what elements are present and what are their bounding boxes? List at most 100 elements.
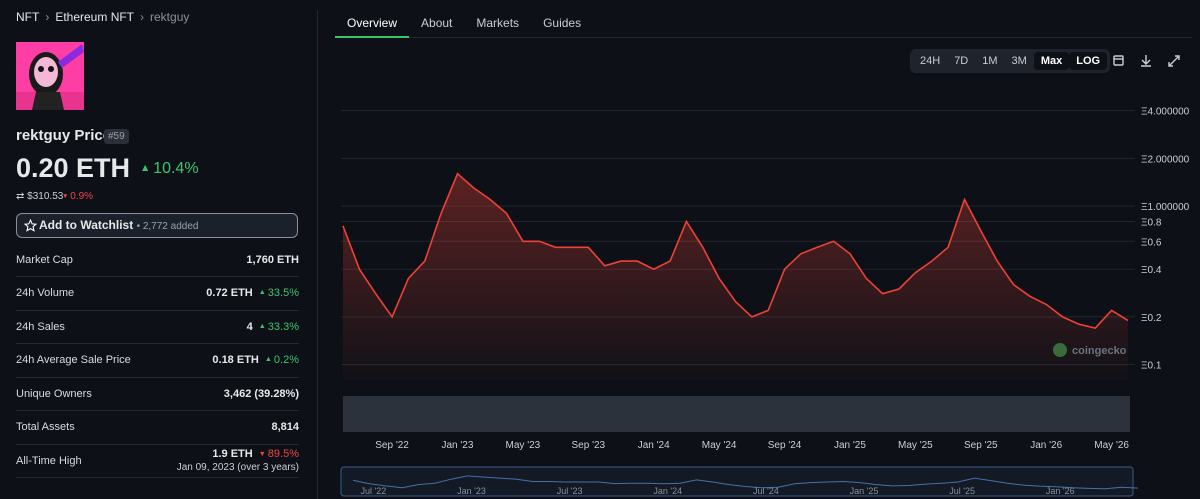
chart-tools [1113,55,1180,67]
stat-label: 24h Volume [16,287,75,299]
stat-row: 24h Sales 4 33.3% [16,310,299,344]
navigator[interactable] [340,466,1134,497]
y-tick-label: Ξ0.6 [1141,237,1162,248]
x-tick-label: Sep '24 [768,440,802,451]
stat-line: 1.9 ETH 89.5% [177,448,299,460]
stat-value-group: 4 33.3% [247,321,299,333]
x-tick-label: May '25 [898,440,933,451]
y-tick-label: Ξ1.000000 [1141,202,1190,213]
range-button[interactable]: Max [1033,52,1070,70]
tab[interactable]: About [421,16,453,30]
stat-value: 8,814 [271,421,299,433]
stat-label: All-Time High [16,454,82,467]
expand-icon[interactable] [1168,55,1180,67]
stat-label: Unique Owners [16,387,92,400]
x-tick-label: Jan '25 [834,440,866,451]
x-tick-label: May '23 [506,440,541,451]
y-tick-label: Ξ0.2 [1141,313,1162,324]
x-tick-label: Sep '25 [964,440,998,451]
y-tick-label: Ξ0.1 [1141,361,1162,372]
watermark: coingecko [1072,345,1127,357]
tab[interactable]: Guides [543,16,582,30]
range-button[interactable]: 3M [1011,55,1027,67]
stat-line: 1,760 ETH [246,254,299,266]
stat-value: 1,760 ETH [246,253,299,266]
range-buttons: 24H 7D 1M 3M Max LOG [910,49,1111,73]
stat-value: 3,462 (39.28%) [223,387,299,400]
tabs: Overview About Markets Guides [335,16,1192,38]
navigator-tick-label: Jul '25 [949,486,975,496]
usd-change: 0.9% [62,191,93,202]
x-tick-label: May '24 [702,440,737,451]
stat-row: All-Time High 1.9 ETH 89.5% Jan 09, 2023 (o… [16,444,299,478]
navigator-tick-label: Jul '24 [753,486,779,496]
stat-value-group: 1,760 ETH [246,254,299,266]
stat-row: 24h Average Sale Price 0.18 ETH 0.2% [16,344,299,378]
watermark-logo [1053,343,1067,357]
watchlist-button[interactable]: Add to Watchlist • 2,772 added [16,213,298,238]
stat-line: 0.72 ETH 33.5% [206,287,299,299]
y-tick-label: Ξ0.4 [1141,265,1162,276]
stat-label: Total Assets [16,421,75,433]
x-tick-label: Sep '23 [572,440,606,451]
stat-line: 4 33.3% [247,321,299,333]
nft-name: rektguy Price [16,127,112,144]
stat-value: 0.18 ETH [212,354,259,366]
usd-value: $310.53 [27,191,64,202]
stat-value-group: 8,814 [271,421,299,433]
stat-value-group: 1.9 ETH 89.5% Jan 09, 2023 (over 3 years) [177,448,299,473]
stat-value: 1.9 ETH [212,448,253,460]
stat-line: 8,814 [271,421,299,433]
calendar-icon[interactable] [1113,55,1124,66]
price-line [342,172,1129,329]
range-button[interactable]: LOG [1069,52,1108,70]
stat-line: 0.18 ETH 0.2% [212,354,299,366]
stat-row: Total Assets 8,814 [16,411,299,445]
breadcrumb: NFT › Ethereum NFT › rektguy [16,10,190,24]
x-tick-label: Jan '23 [442,440,474,451]
stat-value: 0.72 ETH [206,287,253,299]
price-area [343,173,1128,380]
range-button[interactable]: 7D [954,55,969,67]
usd-price: ⇄ $310.53 [16,191,64,202]
x-tick-label: May '26 [1094,440,1129,451]
stat-change: 33.3% [259,321,299,333]
volume-area [343,396,1130,432]
price: 0.20 ETH [16,153,131,183]
stat-value-group: 3,462 (39.28%) [224,388,299,400]
watchlist-count: 2,772 added [142,221,199,232]
navigator-tick-label: Jul '23 [557,486,583,496]
divider [317,10,318,499]
stat-label: 24h Average Sale Price [16,354,131,366]
range-button[interactable]: 24H [920,55,941,67]
y-tick-label: Ξ2.000000 [1141,154,1190,165]
stat-line: 3,462 (39.28%) [224,388,299,400]
x-tick-label: Jan '24 [638,440,670,451]
navigator-tick-label: Jan '25 [850,486,879,496]
tab[interactable]: Markets [476,16,520,30]
download-icon[interactable] [1141,55,1151,67]
x-tick-label: Sep '22 [375,440,409,451]
tab[interactable]: Overview [335,16,410,38]
stat-value-group: 0.18 ETH 0.2% [212,354,299,366]
crumb[interactable]: NFT [16,10,40,24]
stat-row: Unique Owners 3,462 (39.28%) [16,377,299,411]
stat-note: Jan 09, 2023 (over 3 years) [176,462,299,473]
navigator-line [352,475,1139,490]
stat-change: 33.5% [259,287,299,299]
stat-label: 24h Sales [16,320,65,333]
range-button[interactable]: 1M [982,55,998,67]
stat-value: 4 [246,320,253,333]
stat-change: 89.5% [259,448,299,460]
crumb[interactable]: Ethereum NFT [55,10,135,24]
stat-value-group: 0.72 ETH 33.5% [206,287,299,299]
stat-change: 0.2% [265,354,299,366]
crumb: rektguy [150,10,190,24]
watchlist-label: Add to Watchlist [39,218,134,232]
navigator-tick-label: Jul '22 [360,486,386,496]
stat-row: 24h Volume 0.72 ETH 33.5% [16,277,299,311]
y-tick-label: Ξ0.8 [1141,217,1162,228]
rank: #59 [104,129,129,144]
